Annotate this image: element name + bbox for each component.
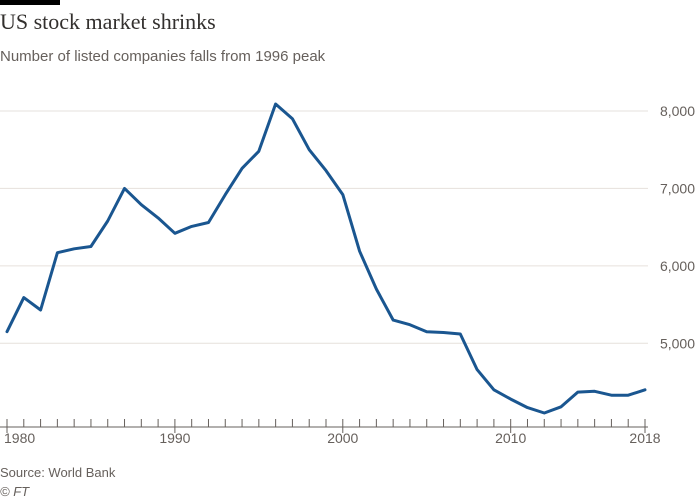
data-point	[157, 216, 160, 219]
copyright-note: © FT	[0, 484, 30, 499]
y-tick-label: 8,000	[660, 103, 695, 119]
data-point	[173, 232, 176, 235]
x-tick-label: 2010	[495, 430, 526, 446]
data-point	[526, 406, 529, 409]
data-point	[492, 388, 495, 391]
data-point	[89, 245, 92, 248]
y-tick-label: 5,000	[660, 335, 695, 351]
data-point	[476, 368, 479, 371]
data-point	[207, 221, 210, 224]
data-point	[644, 388, 647, 391]
data-point	[140, 203, 143, 206]
data-point	[325, 169, 328, 172]
data-point	[442, 331, 445, 334]
data-point	[425, 330, 428, 333]
y-tick-label: 6,000	[660, 258, 695, 274]
data-point	[392, 319, 395, 322]
chart-subtitle: Number of listed companies falls from 19…	[0, 48, 326, 65]
data-point	[257, 150, 260, 153]
chart-title: US stock market shrinks	[0, 9, 216, 34]
data-point	[576, 391, 579, 394]
series-layer	[5, 102, 647, 415]
x-tick-label: 2018	[629, 430, 660, 446]
data-point	[408, 323, 411, 326]
x-tick-label: 2000	[327, 430, 358, 446]
data-point	[274, 103, 277, 106]
data-point	[560, 405, 563, 408]
data-point	[39, 309, 42, 312]
data-point	[106, 220, 109, 223]
data-point	[308, 148, 311, 151]
axis-layer	[0, 419, 648, 433]
data-point	[593, 390, 596, 393]
data-point	[375, 288, 378, 291]
data-point	[22, 296, 25, 299]
data-point	[610, 394, 613, 397]
data-point	[459, 333, 462, 336]
x-tick-label: 1980	[4, 430, 35, 446]
data-point	[291, 117, 294, 120]
tick-label-layer: 5,000 6,000 7,000 8,000 1980 1990 2000 2010 2018	[4, 103, 695, 446]
data-point	[123, 187, 126, 190]
grid-layer	[0, 110, 648, 344]
source-note: Source: World Bank	[0, 465, 116, 480]
data-point	[627, 394, 630, 397]
brand-bar	[0, 0, 60, 5]
data-point	[73, 247, 76, 250]
data-point	[509, 398, 512, 401]
data-point	[6, 330, 9, 333]
y-tick-label: 7,000	[660, 180, 695, 196]
data-point	[56, 251, 59, 254]
data-point	[224, 193, 227, 196]
data-point	[358, 250, 361, 253]
data-point	[341, 193, 344, 196]
data-point	[190, 225, 193, 228]
series-line	[5, 102, 647, 415]
data-point	[241, 167, 244, 170]
data-point	[543, 412, 546, 415]
x-tick-label: 1990	[159, 430, 190, 446]
